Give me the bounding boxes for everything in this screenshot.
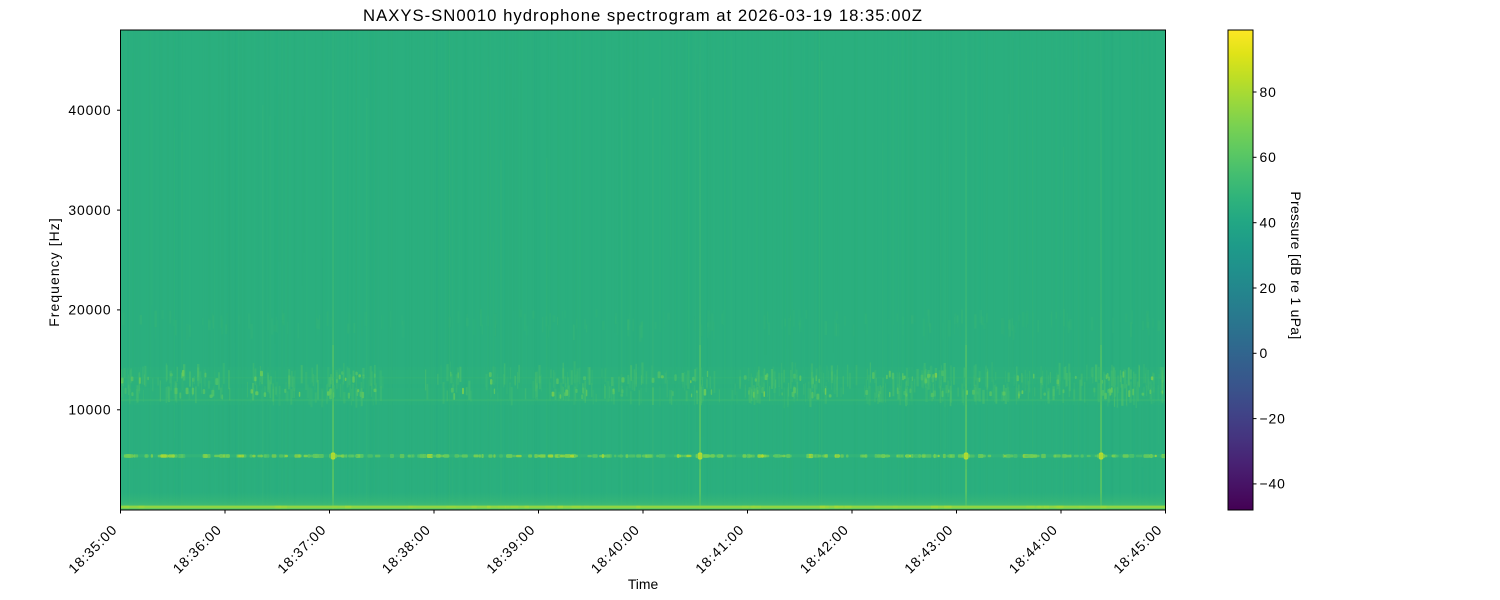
svg-text:Frequency [Hz]: Frequency [Hz] [46,217,62,327]
svg-text:20000: 20000 [68,302,111,318]
svg-text:80: 80 [1260,84,1277,100]
svg-text:20: 20 [1260,280,1277,296]
svg-text:10000: 10000 [68,402,111,418]
svg-text:40: 40 [1260,215,1277,231]
svg-text:−40: −40 [1260,476,1286,492]
svg-text:30000: 30000 [68,202,111,218]
svg-text:Pressure [dB re 1 uPa]: Pressure [dB re 1 uPa] [1288,191,1304,339]
svg-text:40000: 40000 [68,102,111,118]
svg-text:60: 60 [1260,149,1277,165]
svg-text:Time: Time [628,576,659,592]
svg-text:0: 0 [1260,345,1269,361]
svg-text:NAXYS-SN0010 hydrophone spectr: NAXYS-SN0010 hydrophone spectrogram at 2… [363,6,923,25]
svg-text:−20: −20 [1260,410,1286,426]
